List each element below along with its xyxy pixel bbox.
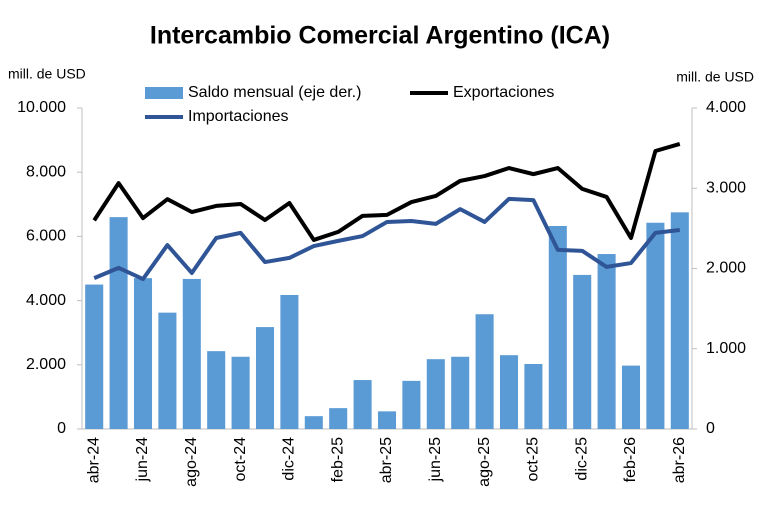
y2-tick-label: 2.000 xyxy=(706,260,746,277)
bar xyxy=(304,416,323,429)
line xyxy=(92,142,681,242)
x-tick-label: ago-25 xyxy=(476,437,493,487)
y2-tick-label: 3.000 xyxy=(706,179,746,196)
bar xyxy=(670,212,689,429)
y2-tick-label: 0 xyxy=(706,420,715,437)
chart-title: Intercambio Comercial Argentino (ICA) xyxy=(150,22,610,50)
bar xyxy=(329,408,348,429)
x-tick-label: ago-24 xyxy=(183,437,200,487)
y-tick-label: 4.000 xyxy=(26,292,66,309)
bar xyxy=(207,351,226,429)
y-tick-label: 6.000 xyxy=(26,228,66,245)
bar xyxy=(646,222,665,429)
y-tick-label: 10.000 xyxy=(17,99,66,116)
y2-axis-label: mill. de USD xyxy=(676,69,754,85)
legend-label: Saldo mensual (eje der.) xyxy=(188,84,361,101)
bar xyxy=(353,380,372,429)
bar xyxy=(231,356,250,429)
bar xyxy=(524,363,543,429)
legend-label: Importaciones xyxy=(188,108,289,125)
bar xyxy=(451,356,470,429)
bar xyxy=(280,294,299,429)
bar xyxy=(548,225,567,429)
bar xyxy=(499,355,519,429)
bar xyxy=(182,278,201,429)
bar xyxy=(402,380,421,429)
bar xyxy=(621,365,641,429)
legend-swatch xyxy=(145,87,183,99)
x-tick-label: dic-24 xyxy=(281,437,298,481)
x-tick-label: feb-25 xyxy=(329,437,346,482)
x-tick-label: oct-25 xyxy=(525,437,542,482)
y-tick-label: 2.000 xyxy=(26,356,66,373)
x-tick-label: abr-26 xyxy=(671,437,688,483)
line xyxy=(93,196,681,282)
y2-tick-label: 4.000 xyxy=(706,99,746,116)
y-tick-label: 8.000 xyxy=(26,163,66,180)
legend-label: Exportaciones xyxy=(453,84,554,101)
bar xyxy=(255,327,275,429)
bar xyxy=(109,217,128,429)
bar xyxy=(597,254,616,429)
y-tick-label: 0 xyxy=(57,420,66,437)
x-tick-label: jun-24 xyxy=(134,437,151,483)
x-tick-label: feb-26 xyxy=(622,437,639,482)
x-tick-label: jun-25 xyxy=(427,437,444,483)
bar xyxy=(158,312,177,429)
bar xyxy=(85,284,104,429)
x-tick-label: abr-24 xyxy=(85,437,102,483)
y-axis-label: mill. de USD xyxy=(8,66,86,82)
x-tick-label: dic-25 xyxy=(573,437,590,481)
y2-tick-label: 1.000 xyxy=(706,340,746,357)
bar xyxy=(426,359,445,429)
x-tick-label: oct-24 xyxy=(232,437,249,482)
x-tick-label: abr-25 xyxy=(378,437,395,483)
bar xyxy=(573,274,592,429)
bar xyxy=(377,411,397,429)
bar xyxy=(475,314,494,429)
bar xyxy=(133,278,153,429)
